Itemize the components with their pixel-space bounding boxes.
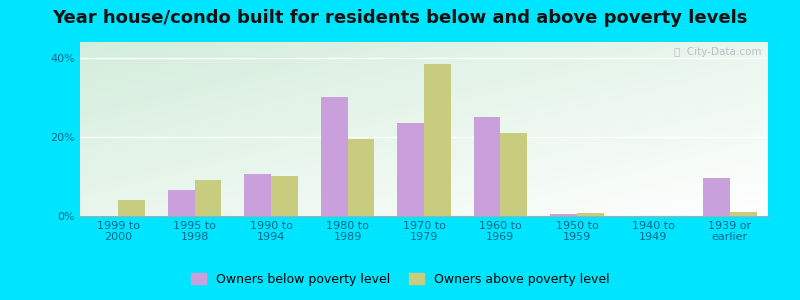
Text: Year house/condo built for residents below and above poverty levels: Year house/condo built for residents bel… (52, 9, 748, 27)
Bar (474, 117, 501, 216)
Legend: Owners below poverty level, Owners above poverty level: Owners below poverty level, Owners above… (186, 268, 614, 291)
Bar (321, 98, 347, 216)
Bar (194, 180, 222, 216)
Bar (424, 64, 450, 216)
Bar (550, 214, 577, 216)
Bar (244, 175, 271, 216)
Text: ⓘ  City-Data.com: ⓘ City-Data.com (674, 47, 761, 57)
Bar (730, 212, 757, 216)
Bar (577, 213, 604, 216)
Bar (398, 123, 424, 216)
Bar (168, 190, 194, 216)
Bar (271, 176, 298, 216)
Bar (703, 178, 730, 216)
Bar (501, 133, 527, 216)
Bar (347, 139, 374, 216)
Bar (118, 200, 145, 216)
